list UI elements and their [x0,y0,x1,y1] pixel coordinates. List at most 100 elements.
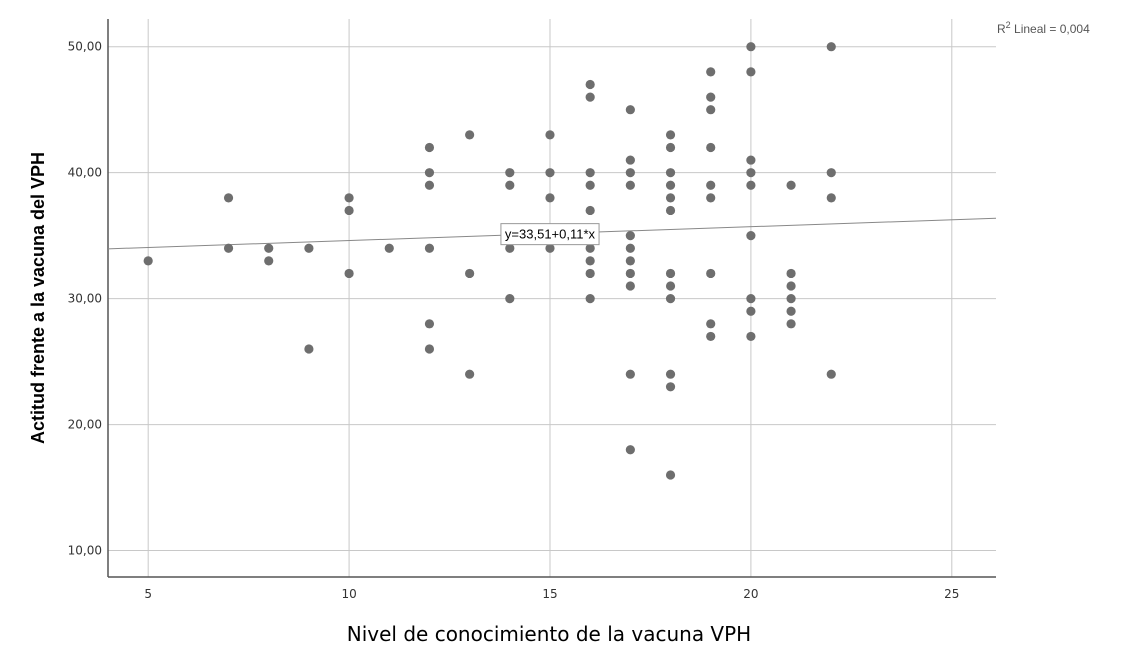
data-point [665,382,676,392]
data-point [304,243,314,253]
data-point [625,243,635,253]
y-tick-label: 30,00 [68,292,102,306]
data-point [625,155,635,165]
data-point [706,67,716,77]
data-point [746,155,756,165]
data-point [665,369,676,379]
x-tick-label: 5 [144,587,152,601]
data-point [344,205,354,216]
fit-equation-label: y=33,51+0,11*x [505,227,596,242]
data-point [424,142,435,153]
y-tick-label: 40,00 [68,166,102,180]
data-point [746,42,756,52]
data-point [384,243,394,253]
x-tick-labels: 5 10 15 20 25 [144,587,959,601]
y-tick-label: 50,00 [68,40,102,54]
data-point [585,243,595,253]
data-point [585,168,595,178]
y-tick-label: 10,00 [68,544,102,558]
data-point [746,67,756,77]
r2-prefix: R [997,22,1006,36]
x-axis-title: Nivel de conocimiento de la vacuna VPH [347,622,751,646]
data-point [665,268,676,279]
data-point [706,180,716,190]
data-point [505,294,515,304]
data-point [826,369,836,379]
data-point [264,256,274,266]
data-point [786,268,796,279]
data-point [505,180,515,190]
data-point [465,369,475,379]
y-axis-title: Actitud frente a la vacuna del VPH [28,152,48,444]
data-point [826,193,836,203]
data-point [545,243,555,253]
data-point [585,92,595,102]
data-point [786,319,796,329]
data-point [424,180,435,190]
data-point [344,268,354,279]
data-point [706,105,716,115]
data-point [344,193,354,203]
fit-equation-box: y=33,51+0,11*x [500,223,600,246]
data-point [826,168,836,178]
data-point [706,142,716,153]
data-point [545,168,555,178]
data-point [826,42,836,52]
y-tick-label: 20,00 [68,418,102,432]
data-point [264,243,274,253]
x-tick-label: 25 [944,587,959,601]
data-point [223,243,234,253]
data-point [706,193,716,203]
data-point [665,205,676,216]
data-point [786,306,796,316]
data-point [706,319,716,329]
data-point [625,105,635,115]
grid-lines [108,19,996,577]
data-point [625,369,635,379]
r2-value: Lineal = 0,004 [1011,22,1090,36]
data-point [465,130,475,140]
x-tick-label: 10 [341,587,356,601]
data-point [585,180,595,190]
data-point [746,306,756,316]
data-point [585,268,595,279]
data-point [746,331,756,342]
data-point [585,79,595,90]
data-point [786,281,796,291]
data-point [143,256,153,266]
data-point [505,168,515,178]
data-point [665,281,676,291]
data-point [545,130,555,140]
data-point [665,193,676,203]
data-point [625,268,635,279]
data-point [665,294,676,304]
data-point [746,231,756,241]
data-point [625,256,635,266]
fit-equation-frame [500,223,600,246]
data-point [665,168,676,178]
x-tick-label: 20 [743,587,758,601]
data-point [545,193,555,203]
data-point [746,168,756,178]
data-point [665,142,676,153]
data-point [424,344,435,354]
r2-label: R2 Lineal = 0,004 [997,20,1090,36]
data-point [625,281,635,291]
data-point [706,268,716,279]
data-point [625,180,635,190]
data-point [665,180,676,190]
data-point [424,243,435,253]
data-point [585,256,595,266]
data-point [625,168,635,178]
data-point [505,243,515,253]
y-tick-labels: 10,00 20,00 30,00 40,00 50,00 [68,40,102,558]
axes [107,19,996,578]
data-point [625,445,635,455]
data-point [706,331,716,342]
data-point [625,231,635,241]
data-point [585,205,595,216]
data-point [786,180,796,190]
data-point [746,180,756,190]
x-tick-label: 15 [542,587,557,601]
